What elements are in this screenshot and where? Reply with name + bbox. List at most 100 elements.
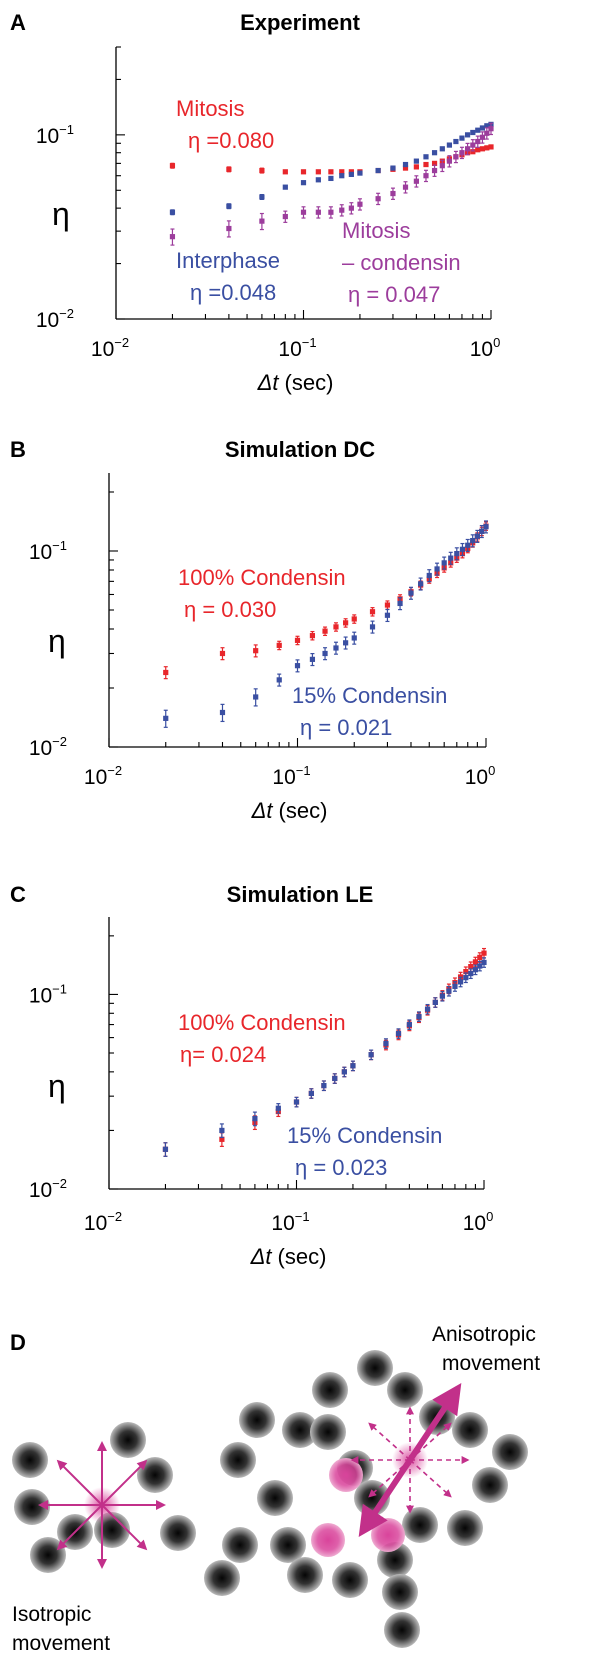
data-point [315, 177, 321, 183]
anisotropic-arrow [358, 1383, 462, 1537]
data-point [448, 555, 454, 561]
data-point [282, 169, 288, 175]
panel-letter: D [10, 1330, 26, 1355]
data-point [282, 213, 288, 220]
chart-panel-c: C Simulation LE 10−2 10−1 100 10−2 10−1 Δt (sec… [10, 882, 493, 1269]
chart-title: Simulation DC [225, 437, 375, 462]
data-point [351, 635, 357, 641]
data-point [454, 550, 460, 557]
data-point [452, 983, 458, 989]
data-point [470, 537, 476, 544]
data-point [431, 167, 438, 174]
data-point [459, 546, 466, 552]
data-point [351, 616, 357, 622]
data-point [357, 201, 363, 207]
anisotropic-label: movement [442, 1352, 540, 1375]
data-point [459, 135, 465, 141]
x-tick-label: 10−1 [272, 763, 310, 789]
chromatin-sphere [257, 1480, 293, 1516]
x-axis-title: Δt (sec) [251, 798, 328, 823]
data-point [475, 127, 481, 133]
panel-d-schematic: D Isotropic movement Anisotropic movement [10, 1323, 540, 1655]
data-point [465, 542, 471, 548]
series-annotation: η =0.080 [188, 128, 274, 153]
chromatin-sphere [110, 1422, 146, 1458]
data-point [328, 169, 334, 175]
data-point [470, 142, 476, 148]
y-tick-label: 10−2 [29, 1176, 67, 1202]
data-point [468, 964, 474, 970]
data-point [484, 145, 490, 151]
data-point [475, 138, 481, 145]
y-tick-label: 10−2 [29, 734, 67, 760]
data-point [470, 149, 476, 155]
chart-title: Experiment [240, 10, 360, 35]
data-point [479, 146, 486, 152]
data-point [474, 533, 480, 539]
x-tick-label: 10−2 [84, 763, 122, 789]
data-point [459, 150, 465, 156]
data-point [309, 633, 316, 639]
chromatin-sphere [270, 1527, 306, 1563]
y-axis-title: η [48, 1068, 66, 1104]
data-point [375, 167, 381, 174]
data-point [477, 954, 483, 960]
data-point [368, 1052, 374, 1058]
chromatin-sphere [160, 1515, 196, 1551]
data-point [481, 959, 487, 966]
data-point [343, 640, 349, 646]
data-point [390, 165, 396, 171]
data-point [219, 709, 226, 716]
data-point [423, 154, 429, 160]
chromatin-sphere [357, 1350, 393, 1386]
chromatin-sphere [239, 1402, 275, 1438]
data-point [464, 132, 471, 138]
x-tick-label: 10−1 [271, 1209, 309, 1235]
series-annotation: η = 0.021 [300, 715, 392, 740]
chromatin-sphere [310, 1414, 346, 1450]
data-point [424, 1006, 431, 1012]
highlight-sphere [371, 1518, 405, 1552]
x-tick-label: 100 [463, 1209, 494, 1235]
data-point [453, 138, 459, 145]
x-axis-title: Δt (sec) [250, 1244, 327, 1269]
data-point [163, 715, 169, 721]
chromatin-sphere [137, 1457, 173, 1493]
data-point [169, 234, 176, 240]
data-point [468, 970, 474, 977]
x-tick-label: 100 [470, 335, 501, 361]
series-annotation: η = 0.030 [184, 597, 276, 622]
data-point [413, 158, 419, 164]
data-point [402, 184, 409, 190]
isotropic-arrow [56, 1459, 103, 1506]
series-annotation: 15% Condensin [292, 683, 447, 708]
data-point [300, 209, 307, 215]
data-point [315, 209, 321, 215]
data-point [169, 163, 176, 169]
data-point [431, 160, 438, 166]
data-point [453, 154, 459, 160]
data-point [413, 164, 419, 170]
panel-letter: A [10, 10, 26, 35]
data-point [259, 167, 265, 174]
data-point [402, 165, 409, 171]
data-point [477, 963, 483, 969]
data-point [308, 1090, 314, 1096]
chromatin-sphere [282, 1412, 318, 1448]
y-axis-title: η [52, 196, 70, 232]
data-point [341, 1069, 347, 1075]
data-point [252, 1116, 258, 1122]
highlight-sphere [329, 1458, 363, 1492]
x-tick-label: 10−1 [278, 335, 316, 361]
data-point [434, 566, 440, 572]
data-point [446, 158, 453, 164]
x-tick-label: 10−2 [91, 335, 129, 361]
chromatin-sphere [472, 1467, 508, 1503]
data-point [426, 572, 432, 579]
data-point [339, 207, 345, 213]
panel-letter: C [10, 882, 26, 907]
data-point [321, 1082, 327, 1089]
series-2 [163, 520, 489, 728]
data-point [408, 590, 414, 596]
data-point [475, 147, 481, 153]
